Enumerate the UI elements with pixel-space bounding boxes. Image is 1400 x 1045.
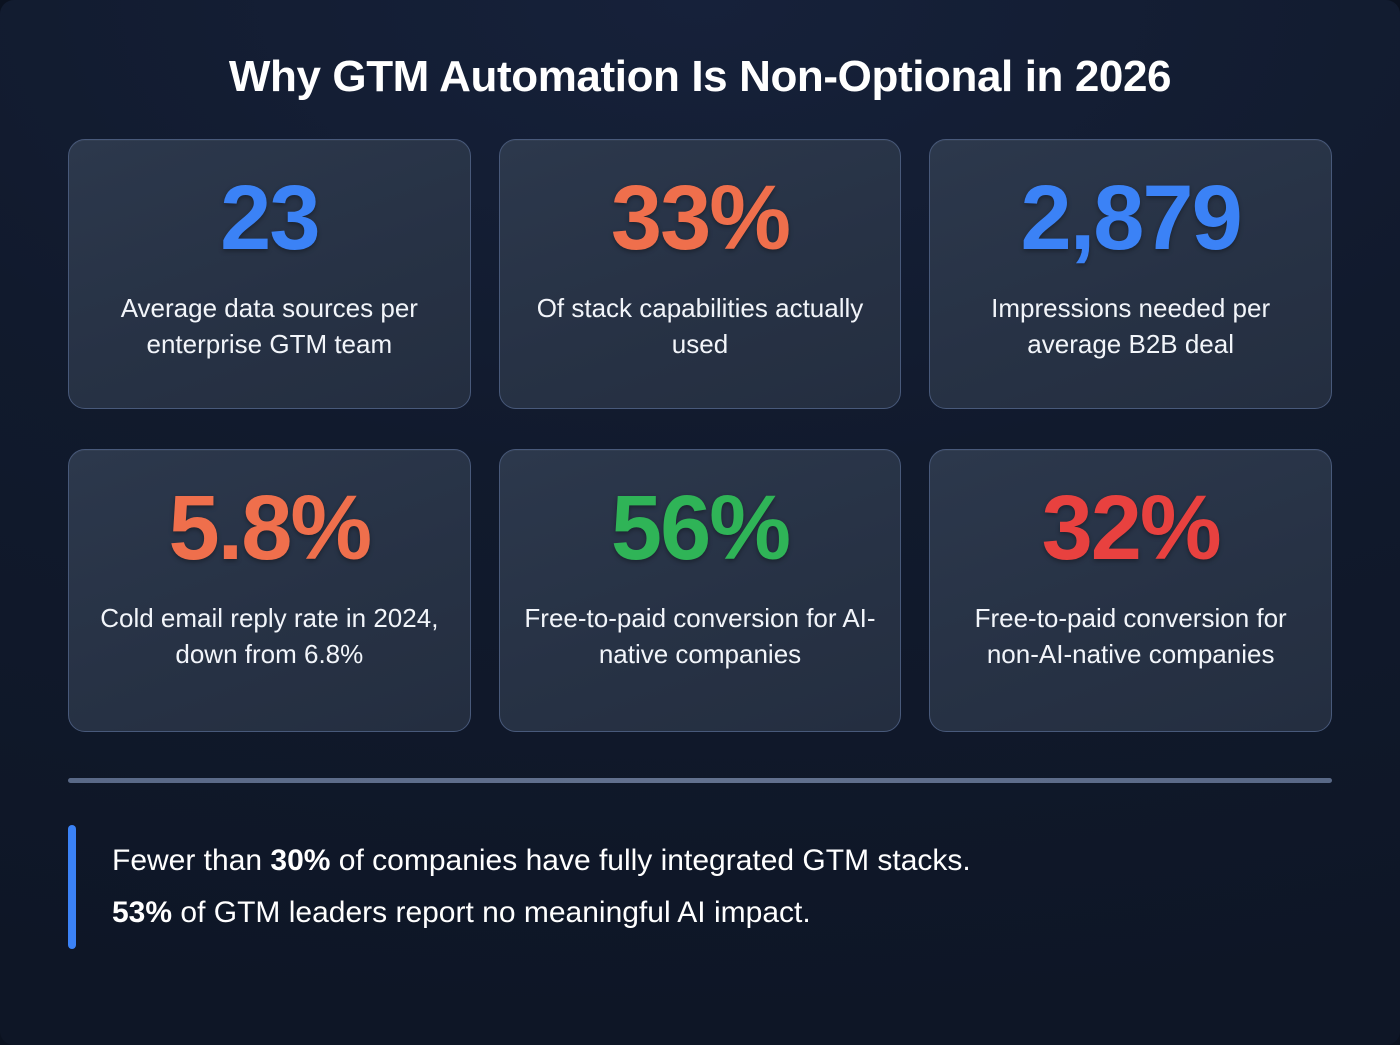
callout-line-1-post: of companies have fully integrated GTM s…: [330, 843, 971, 877]
stat-label: Average data sources per enterprise GTM …: [120, 292, 418, 359]
callout-text: Fewer than 30% of companies have fully i…: [112, 835, 971, 939]
stat-label: Of stack capabilities actually used: [536, 292, 864, 359]
callout-line-1: Fewer than 30% of companies have fully i…: [112, 835, 971, 887]
section-divider: [68, 777, 1332, 783]
stat-card-data-sources: 23 Average data sources per enterprise G…: [68, 138, 471, 409]
stat-label: Free-to-paid conversion for non-AI-nativ…: [974, 602, 1287, 669]
stat-label: Free-to-paid conversion for AI-native co…: [524, 602, 876, 669]
stat-card-non-ai-native-conversion: 32% Free-to-paid conversion for non-AI-n…: [929, 448, 1332, 732]
callout-block: Fewer than 30% of companies have fully i…: [68, 824, 1332, 949]
stat-card-cold-email-reply-rate: 5.8% Cold email reply rate in 2024, down…: [68, 448, 471, 732]
stat-card-ai-native-conversion: 56% Free-to-paid conversion for AI-nativ…: [498, 448, 902, 732]
stat-value: 5.8%: [168, 476, 372, 579]
page-title: Why GTM Automation Is Non-Optional in 20…: [228, 52, 1172, 101]
stat-value: 2,879: [1020, 166, 1243, 269]
callout-line-2-highlight: 53%: [112, 895, 173, 929]
stat-label: Impressions needed per average B2B deal: [991, 292, 1271, 359]
stat-label: Cold email reply rate in 2024, down from…: [100, 602, 439, 669]
stat-card-stack-capabilities: 33% Of stack capabilities actually used: [498, 138, 902, 409]
callout-line-2-post: of GTM leaders report no meaningful AI i…: [172, 895, 811, 929]
callout-line-1-pre: Fewer than: [112, 843, 271, 877]
callout-line-1-highlight: 30%: [270, 843, 331, 877]
callout-line-2: 53% of GTM leaders report no meaningful …: [112, 887, 971, 939]
stat-value: 32%: [1041, 476, 1222, 579]
stat-value: 33%: [610, 166, 791, 269]
stat-card-impressions: 2,879 Impressions needed per average B2B…: [929, 138, 1332, 409]
stat-value: 23: [220, 166, 320, 269]
stat-value: 56%: [610, 476, 791, 579]
stat-card-grid: 23 Average data sources per enterprise G…: [68, 138, 1332, 732]
callout-accent-bar: [68, 824, 76, 949]
